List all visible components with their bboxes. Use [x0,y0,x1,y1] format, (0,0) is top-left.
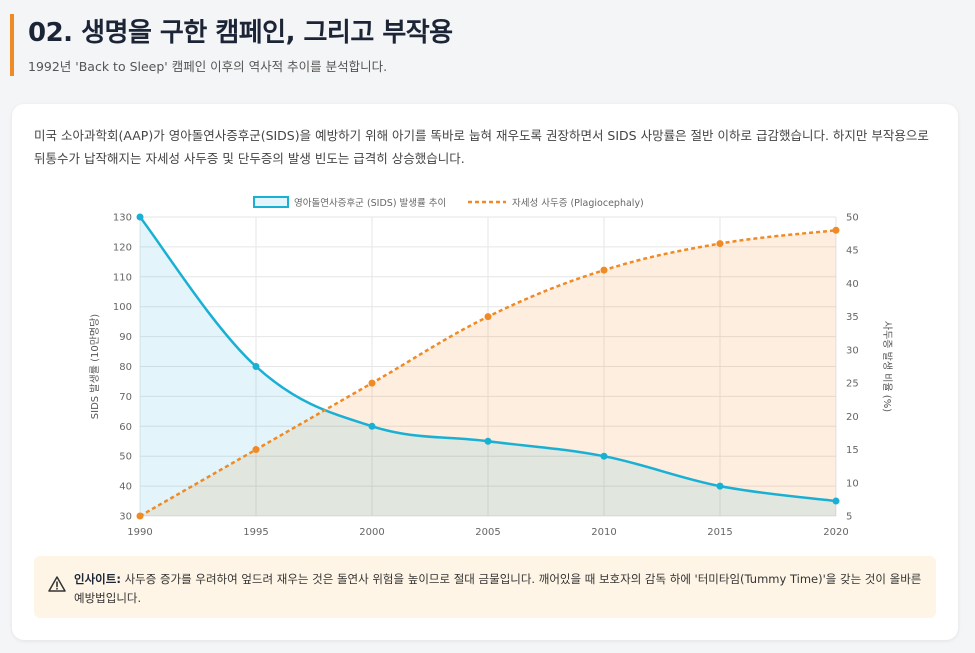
y-tick-label: 40 [119,482,132,493]
x-tick-label: 2020 [823,527,848,538]
y2-tick-label: 35 [846,312,859,323]
sids-point [368,422,376,430]
page-header: 02. 생명을 구한 캠페인, 그리고 부작용 1992년 'Back to S… [10,14,453,76]
y-tick-label: 50 [119,452,132,463]
y2-tick-label: 10 [846,478,859,489]
y2-tick-label: 40 [846,279,859,290]
y2-tick-label: 5 [846,512,852,523]
y2-tick-label: 50 [846,213,859,224]
legend-label-sids: 영아돌연사증후군 (SIDS) 발생률 추이 [294,198,446,209]
plagio-point [484,313,492,321]
plagio-point [368,379,376,387]
y-tick-label: 30 [119,512,132,523]
plagio-point [252,446,260,454]
insight-label: 인사이트: [74,572,121,586]
plagio-point [716,240,724,248]
x-tick-label: 2015 [707,527,732,538]
y-tick-label: 100 [113,302,132,313]
insight-text: 인사이트: 사두증 증가를 우려하여 엎드려 재우는 것은 돌연사 위험을 높이… [74,570,924,608]
y2-tick-label: 45 [846,246,859,257]
y-tick-label: 60 [119,422,132,433]
page-title: 02. 생명을 구한 캠페인, 그리고 부작용 [28,18,453,48]
sids-point [832,497,840,505]
sids-point [484,437,492,445]
x-tick-label: 2000 [359,527,384,538]
y-tick-label: 110 [113,272,132,283]
x-tick-label: 2010 [591,527,616,538]
sids-area [140,217,836,516]
y2-tick-label: 30 [846,345,859,356]
y-tick-label: 90 [119,332,132,343]
x-tick-label: 1995 [243,527,268,538]
description-text: 미국 소아과학회(AAP)가 영아돌연사증후군(SIDS)을 예방하기 위해 아… [34,128,929,166]
chart: 30 40 50 60 70 80 90 100 110 120 130 5 10 15 20 25 30 35 4… [89,196,893,538]
y-tick-label: 120 [113,242,132,253]
content-card: 미국 소아과학회(AAP)가 영아돌연사증후군(SIDS)을 예방하기 위해 아… [12,104,958,640]
sids-point [716,482,724,490]
legend-swatch-sids [253,196,289,208]
sids-point [136,213,144,221]
insight-box: 인사이트: 사두증 증가를 우려하여 엎드려 재우는 것은 돌연사 위험을 높이… [34,556,936,618]
y2-axis-title: 사두증 발생 비율 (%) [881,321,893,412]
sids-point [600,452,608,460]
plagio-point [136,512,144,520]
y-tick-label: 80 [119,362,132,373]
x-tick-label: 1990 [127,527,152,538]
y-tick-label: 70 [119,392,132,403]
x-tick-label: 2005 [475,527,500,538]
plagio-point [600,266,608,274]
y-axis-title: SIDS 발생률 (10만명당) [89,314,101,420]
plagio-area [140,230,836,516]
y2-tick-label: 15 [846,445,859,456]
y2-tick-label: 20 [846,412,859,423]
page-subtitle: 1992년 'Back to Sleep' 캠페인 이후의 역사적 추이를 분석… [28,59,388,74]
y-tick-label: 130 [113,213,132,224]
y2-tick-label: 25 [846,379,859,390]
sids-point [252,363,260,370]
insight-body: 사두증 증가를 우려하여 엎드려 재우는 것은 돌연사 위험을 높이므로 절대 … [74,572,922,605]
warning-icon [48,576,66,592]
legend-label-plagio: 자세성 사두증 (Plagiocephaly) [512,198,644,209]
plagio-point [832,226,840,234]
